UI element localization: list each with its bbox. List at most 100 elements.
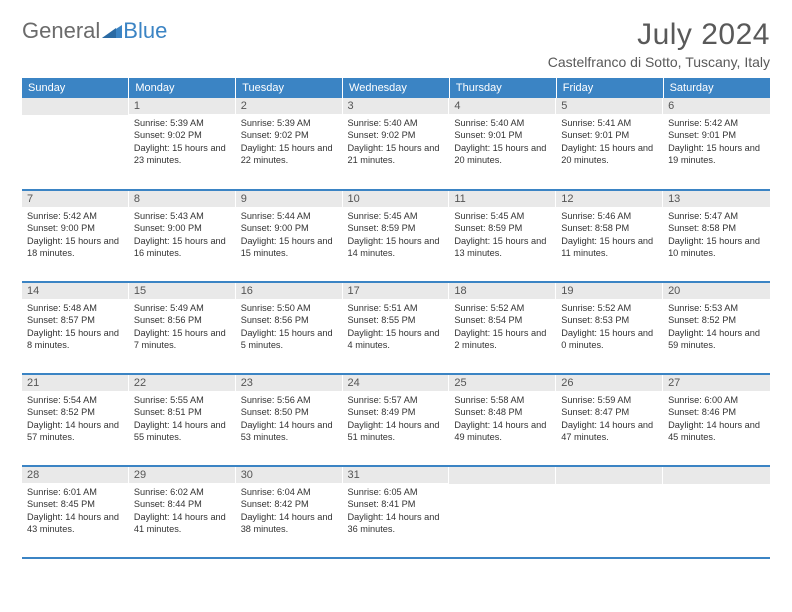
- daylight-text: Daylight: 15 hours and 19 minutes.: [668, 142, 765, 167]
- calendar-cell: 6Sunrise: 5:42 AMSunset: 9:01 PMDaylight…: [663, 98, 770, 190]
- daylight-text: Daylight: 15 hours and 14 minutes.: [348, 235, 445, 260]
- sunset-text: Sunset: 9:01 PM: [668, 129, 765, 141]
- day-number: 8: [129, 191, 236, 207]
- sunrise-text: Sunrise: 5:42 AM: [668, 117, 765, 129]
- sunrise-text: Sunrise: 5:40 AM: [454, 117, 551, 129]
- sunset-text: Sunset: 9:01 PM: [561, 129, 658, 141]
- sunrise-text: Sunrise: 5:45 AM: [454, 210, 551, 222]
- day-number: 3: [343, 98, 450, 114]
- dh-sun: Sunday: [22, 78, 129, 98]
- calendar-cell: 1Sunrise: 5:39 AMSunset: 9:02 PMDaylight…: [129, 98, 236, 190]
- sunrise-text: Sunrise: 5:48 AM: [27, 302, 124, 314]
- daylight-text: Daylight: 15 hours and 11 minutes.: [561, 235, 658, 260]
- day-body: Sunrise: 5:39 AMSunset: 9:02 PMDaylight:…: [129, 114, 236, 171]
- calendar-cell: 2Sunrise: 5:39 AMSunset: 9:02 PMDaylight…: [236, 98, 343, 190]
- calendar-cell: [663, 466, 770, 558]
- day-body: Sunrise: 5:47 AMSunset: 8:58 PMDaylight:…: [663, 207, 770, 264]
- sunset-text: Sunset: 8:45 PM: [27, 498, 124, 510]
- daylight-text: Daylight: 15 hours and 10 minutes.: [668, 235, 765, 260]
- calendar-week: 28Sunrise: 6:01 AMSunset: 8:45 PMDayligh…: [22, 466, 770, 558]
- day-number: [22, 98, 129, 115]
- day-body: Sunrise: 5:40 AMSunset: 9:02 PMDaylight:…: [343, 114, 450, 171]
- sunrise-text: Sunrise: 5:39 AM: [241, 117, 338, 129]
- sunrise-text: Sunrise: 5:56 AM: [241, 394, 338, 406]
- daylight-text: Daylight: 15 hours and 0 minutes.: [561, 327, 658, 352]
- day-body: Sunrise: 5:40 AMSunset: 9:01 PMDaylight:…: [449, 114, 556, 171]
- day-number: [449, 467, 556, 484]
- daylight-text: Daylight: 14 hours and 57 minutes.: [27, 419, 124, 444]
- calendar-cell: 9Sunrise: 5:44 AMSunset: 9:00 PMDaylight…: [236, 190, 343, 282]
- day-body: Sunrise: 5:45 AMSunset: 8:59 PMDaylight:…: [449, 207, 556, 264]
- day-number: 11: [449, 191, 556, 207]
- sunrise-text: Sunrise: 6:00 AM: [668, 394, 765, 406]
- daylight-text: Daylight: 15 hours and 4 minutes.: [348, 327, 445, 352]
- day-body: Sunrise: 6:00 AMSunset: 8:46 PMDaylight:…: [663, 391, 770, 448]
- calendar-cell: 8Sunrise: 5:43 AMSunset: 9:00 PMDaylight…: [129, 190, 236, 282]
- calendar-cell: 18Sunrise: 5:52 AMSunset: 8:54 PMDayligh…: [449, 282, 556, 374]
- daylight-text: Daylight: 15 hours and 20 minutes.: [454, 142, 551, 167]
- day-number: 13: [663, 191, 770, 207]
- daylight-text: Daylight: 14 hours and 41 minutes.: [134, 511, 231, 536]
- daylight-text: Daylight: 15 hours and 16 minutes.: [134, 235, 231, 260]
- calendar-cell: 4Sunrise: 5:40 AMSunset: 9:01 PMDaylight…: [449, 98, 556, 190]
- sunset-text: Sunset: 9:01 PM: [454, 129, 551, 141]
- day-body: Sunrise: 5:49 AMSunset: 8:56 PMDaylight:…: [129, 299, 236, 356]
- header: General Blue July 2024 Castelfranco di S…: [22, 18, 770, 70]
- day-body: Sunrise: 5:43 AMSunset: 9:00 PMDaylight:…: [129, 207, 236, 264]
- daylight-text: Daylight: 15 hours and 7 minutes.: [134, 327, 231, 352]
- day-number: 12: [556, 191, 663, 207]
- calendar-cell: 11Sunrise: 5:45 AMSunset: 8:59 PMDayligh…: [449, 190, 556, 282]
- calendar-cell: 13Sunrise: 5:47 AMSunset: 8:58 PMDayligh…: [663, 190, 770, 282]
- sunrise-text: Sunrise: 5:55 AM: [134, 394, 231, 406]
- daylight-text: Daylight: 15 hours and 23 minutes.: [134, 142, 231, 167]
- sunset-text: Sunset: 8:58 PM: [561, 222, 658, 234]
- day-number: 30: [236, 467, 343, 483]
- sunset-text: Sunset: 8:51 PM: [134, 406, 231, 418]
- sunset-text: Sunset: 8:53 PM: [561, 314, 658, 326]
- sunrise-text: Sunrise: 5:57 AM: [348, 394, 445, 406]
- sunrise-text: Sunrise: 6:04 AM: [241, 486, 338, 498]
- sunrise-text: Sunrise: 5:41 AM: [561, 117, 658, 129]
- calendar-cell: 12Sunrise: 5:46 AMSunset: 8:58 PMDayligh…: [556, 190, 663, 282]
- sunrise-text: Sunrise: 6:01 AM: [27, 486, 124, 498]
- day-body: Sunrise: 5:52 AMSunset: 8:54 PMDaylight:…: [449, 299, 556, 356]
- calendar-cell: 31Sunrise: 6:05 AMSunset: 8:41 PMDayligh…: [343, 466, 450, 558]
- daylight-text: Daylight: 14 hours and 55 minutes.: [134, 419, 231, 444]
- sunrise-text: Sunrise: 5:52 AM: [561, 302, 658, 314]
- day-body: Sunrise: 5:57 AMSunset: 8:49 PMDaylight:…: [343, 391, 450, 448]
- logo-text-general: General: [22, 18, 100, 44]
- calendar-cell: 24Sunrise: 5:57 AMSunset: 8:49 PMDayligh…: [343, 374, 450, 466]
- day-number: 31: [343, 467, 450, 483]
- day-body: Sunrise: 5:54 AMSunset: 8:52 PMDaylight:…: [22, 391, 129, 448]
- day-body: Sunrise: 6:02 AMSunset: 8:44 PMDaylight:…: [129, 483, 236, 540]
- calendar-cell: 26Sunrise: 5:59 AMSunset: 8:47 PMDayligh…: [556, 374, 663, 466]
- daylight-text: Daylight: 14 hours and 38 minutes.: [241, 511, 338, 536]
- calendar-cell: 17Sunrise: 5:51 AMSunset: 8:55 PMDayligh…: [343, 282, 450, 374]
- daylight-text: Daylight: 15 hours and 8 minutes.: [27, 327, 124, 352]
- calendar-cell: 3Sunrise: 5:40 AMSunset: 9:02 PMDaylight…: [343, 98, 450, 190]
- day-body: Sunrise: 5:39 AMSunset: 9:02 PMDaylight:…: [236, 114, 343, 171]
- day-number: 21: [22, 375, 129, 391]
- month-title: July 2024: [548, 18, 770, 52]
- day-number: 25: [449, 375, 556, 391]
- daylight-text: Daylight: 14 hours and 49 minutes.: [454, 419, 551, 444]
- day-body: Sunrise: 5:48 AMSunset: 8:57 PMDaylight:…: [22, 299, 129, 356]
- day-number: 14: [22, 283, 129, 299]
- dh-sat: Saturday: [663, 78, 770, 98]
- day-number: [663, 467, 770, 484]
- day-number: 17: [343, 283, 450, 299]
- sunrise-text: Sunrise: 5:45 AM: [348, 210, 445, 222]
- day-body: Sunrise: 5:42 AMSunset: 9:00 PMDaylight:…: [22, 207, 129, 264]
- sunset-text: Sunset: 8:52 PM: [668, 314, 765, 326]
- day-number: 7: [22, 191, 129, 207]
- day-body: Sunrise: 5:58 AMSunset: 8:48 PMDaylight:…: [449, 391, 556, 448]
- sunset-text: Sunset: 8:54 PM: [454, 314, 551, 326]
- calendar-cell: [22, 98, 129, 190]
- daylight-text: Daylight: 14 hours and 43 minutes.: [27, 511, 124, 536]
- day-body: Sunrise: 5:50 AMSunset: 8:56 PMDaylight:…: [236, 299, 343, 356]
- day-body: Sunrise: 5:51 AMSunset: 8:55 PMDaylight:…: [343, 299, 450, 356]
- sunrise-text: Sunrise: 5:53 AM: [668, 302, 765, 314]
- day-body: Sunrise: 5:41 AMSunset: 9:01 PMDaylight:…: [556, 114, 663, 171]
- dh-tue: Tuesday: [236, 78, 343, 98]
- sunrise-text: Sunrise: 5:52 AM: [454, 302, 551, 314]
